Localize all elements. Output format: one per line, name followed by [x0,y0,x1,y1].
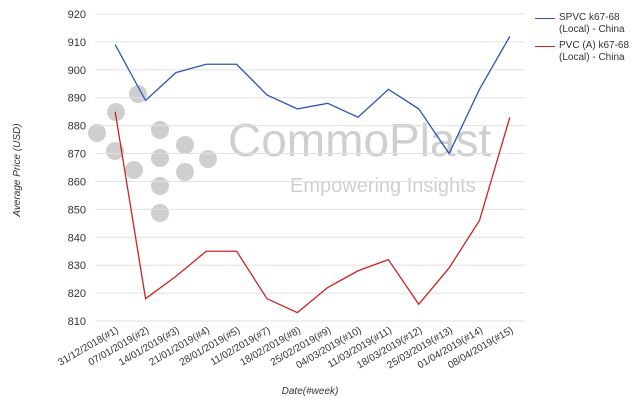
y-tick-label: 890 [68,93,86,105]
y-tick-label: 820 [68,288,86,300]
y-tick-label: 880 [68,121,86,133]
y-tick-label: 830 [68,260,86,272]
y-axis-label: Average Price (USD) [12,123,23,217]
legend-swatch [535,46,555,47]
y-tick-label: 860 [68,176,86,188]
x-axis-label: Date(#week) [282,386,339,397]
y-tick-label: 910 [68,37,86,49]
y-tick-label: 920 [68,9,86,21]
legend-swatch [535,18,555,19]
watermark-brand: CommoPlast [228,114,492,166]
y-tick-label: 900 [68,65,86,77]
y-tick-label: 870 [68,149,86,161]
series-line [114,36,511,155]
series-line [114,111,511,314]
y-tick-label: 840 [68,232,86,244]
y-tick-label: 850 [68,204,86,216]
y-tick-label: 810 [68,316,86,328]
legend-label: SPVC k67-68 (Local) - China [559,12,625,35]
legend-label: PVC (A) k67-68 (Local) - China [559,40,630,63]
watermark-tagline: Empowering Insights [290,175,476,197]
